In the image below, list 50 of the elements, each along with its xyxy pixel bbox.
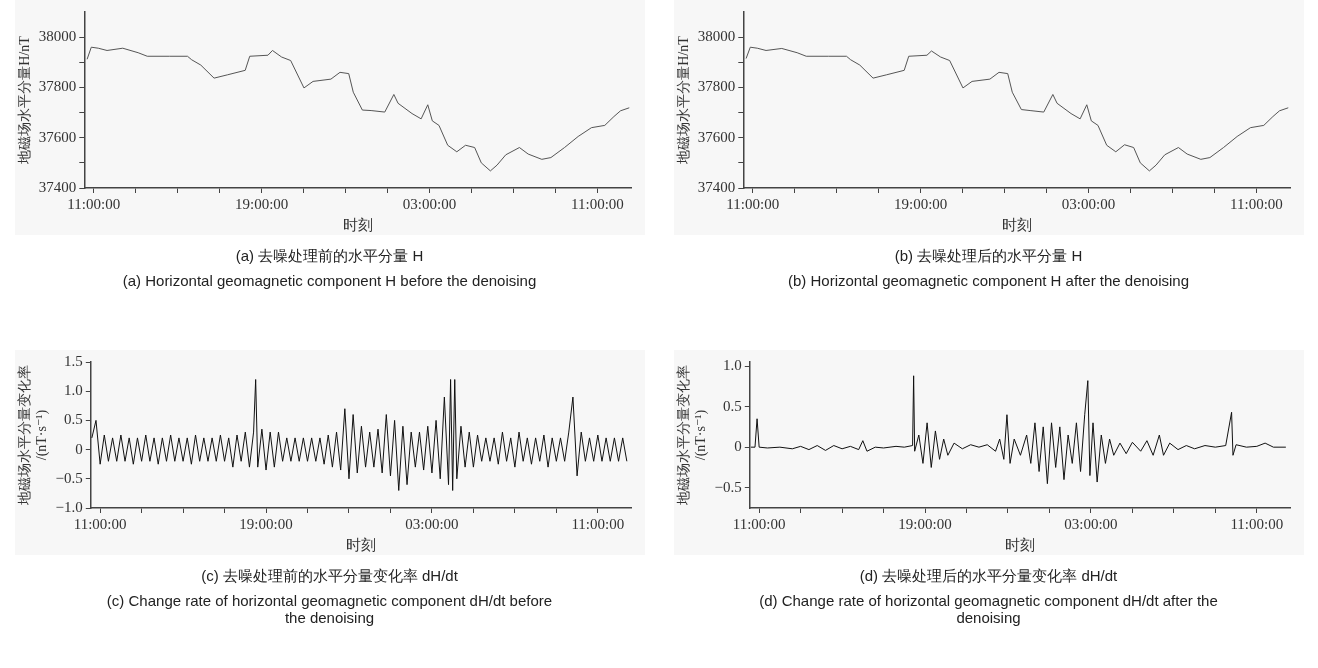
y-tick-label: 38000: [38, 28, 76, 45]
y-tick-label: 1.0: [63, 381, 83, 398]
y-axis-title: 地磁场水平分量H/nT: [16, 35, 32, 165]
y-tick-label: 0.5: [63, 410, 83, 427]
x-tick-label: 19:00:00: [238, 515, 293, 532]
text: (a) Horizontal geomagnetic component H before the denoising: [121, 272, 538, 289]
y-tick-label: 37600: [38, 128, 76, 145]
y-tick-label: 37400: [697, 178, 735, 195]
text: (d) Change rate of horizontal geomagnetic component dH/dt after the denoising: [758, 591, 1219, 626]
x-tick-label: 11:00:00: [1229, 515, 1283, 532]
x-tick-label: 11:00:00: [570, 195, 624, 212]
y-tick-label: 37800: [38, 78, 76, 95]
x-axis-title: 时刻: [342, 216, 373, 233]
x-tick-label: 11:00:00: [732, 515, 786, 532]
x-axis-title: 时刻: [1001, 216, 1032, 233]
y-tick-label: 1.5: [63, 352, 83, 369]
text: (c) 去噪处理前的水平分量变化率 dH/dt: [200, 566, 459, 586]
x-tick-label: 11:00:00: [570, 515, 624, 532]
y-tick-label: 1.0: [722, 356, 742, 373]
y-tick-label: 37400: [38, 178, 76, 195]
x-tick-label: 11:00:00: [66, 195, 120, 212]
x-tick-label: 03:00:00: [1061, 195, 1115, 212]
y-tick-label: 0: [733, 437, 742, 454]
y-tick-label: −0.5: [55, 469, 83, 486]
text: (c) Change rate of horizontal geomagnetic component dH/dt before the denoising: [105, 591, 554, 626]
x-tick-label: 19:00:00: [234, 195, 288, 212]
text: (a) 去噪处理前的水平分量 H: [234, 247, 425, 266]
y-tick-label: 0.5: [722, 397, 742, 414]
x-tick-label: 19:00:00: [897, 515, 952, 532]
y-tick-label: 37800: [697, 78, 735, 95]
x-tick-label: 11:00:00: [1229, 195, 1283, 212]
x-axis-title: 时刻: [1004, 536, 1035, 553]
x-tick-label: 11:00:00: [725, 195, 779, 212]
y-axis-title: 地磁场水平分量变化率/(nT·s⁻¹): [675, 364, 709, 506]
x-tick-label: 03:00:00: [1063, 515, 1118, 532]
x-tick-label: 19:00:00: [893, 195, 947, 212]
text: (b) Horizontal geomagnetic component H after the denoising: [786, 272, 1191, 289]
y-tick-label: 38000: [697, 28, 735, 45]
x-tick-label: 03:00:00: [402, 195, 456, 212]
y-tick-label: 37600: [697, 128, 735, 145]
y-tick-label: −0.5: [714, 478, 742, 495]
x-tick-label: 11:00:00: [73, 515, 127, 532]
x-axis-title: 时刻: [345, 536, 376, 553]
y-tick-label: 0: [74, 440, 83, 457]
y-axis-title: 地磁场水平分量H/nT: [675, 35, 691, 165]
x-tick-label: 03:00:00: [404, 515, 459, 532]
text: (b) 去噪处理后的水平分量 H: [893, 247, 1084, 266]
y-axis-title: 地磁场水平分量变化率/(nT·s⁻¹): [16, 364, 50, 506]
text: (d) 去噪处理后的水平分量变化率 dH/dt: [858, 566, 1119, 586]
y-tick-label: −1.0: [55, 498, 83, 515]
